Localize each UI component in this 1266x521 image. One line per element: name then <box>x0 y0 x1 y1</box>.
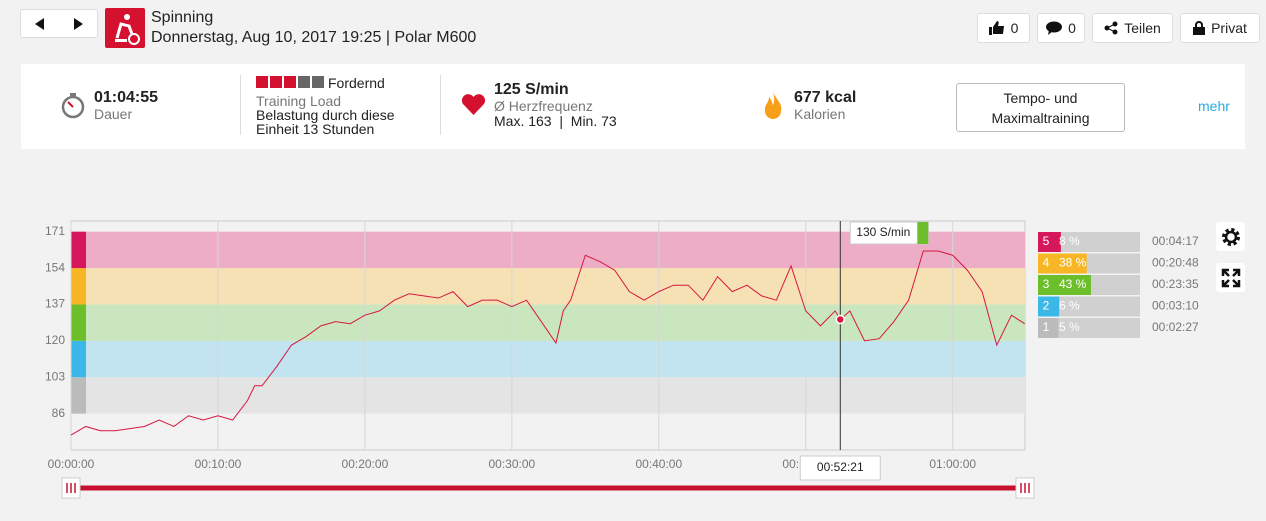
zone-number: 1 <box>1043 320 1050 334</box>
zone-number-box <box>1038 253 1054 274</box>
more-link[interactable]: mehr <box>1198 98 1230 114</box>
zone-percent: 38 % <box>1059 256 1087 270</box>
hr-value: 125 S/min <box>494 81 569 98</box>
share-button[interactable]: Teilen <box>1092 13 1173 43</box>
load-label: Training Load <box>256 93 342 109</box>
y-tick-label: 137 <box>45 297 65 311</box>
session-subtitle: Donnerstag, Aug 10, 2017 19:25 | Polar M… <box>151 29 477 46</box>
calories-value: 677 kcal <box>794 89 857 106</box>
zone-band <box>71 304 1025 341</box>
cursor-time-box <box>799 455 881 481</box>
load-text: Belastung durch diese Einheit 13 Stunden <box>256 107 395 137</box>
zone-bar-bg <box>1038 296 1140 317</box>
x-tick-label: 01:00:00 <box>929 457 976 471</box>
cursor-marker <box>835 314 846 325</box>
expand-button[interactable] <box>1216 263 1245 292</box>
zone-number: 4 <box>1043 256 1050 270</box>
zone-percent: 5 % <box>1059 320 1080 334</box>
zone-time: 00:03:10 <box>1152 299 1199 313</box>
zone-percent: 43 % <box>1059 277 1087 291</box>
zone-bar <box>1054 318 1059 338</box>
zone-band <box>71 340 1025 378</box>
x-tick-label: 00:00:00 <box>48 457 95 471</box>
load-level: Fordernd <box>328 75 385 91</box>
zone-time: 00:02:27 <box>1152 320 1199 334</box>
next-icon[interactable] <box>73 17 83 30</box>
sport-name: Spinning <box>151 9 214 26</box>
privacy-button[interactable]: Privat <box>1180 13 1260 43</box>
hr-line <box>70 250 1025 436</box>
zone-number: 3 <box>1043 277 1050 291</box>
zone-number-box <box>1038 318 1054 338</box>
cursor-zone-swatch <box>917 222 929 244</box>
hr-minmax: Max. 163 | Min. 73 <box>494 113 617 129</box>
x-tick-label: 00:40:00 <box>635 457 682 471</box>
heart-icon <box>461 94 486 115</box>
zone-number-box <box>1038 232 1054 252</box>
nav-buttons[interactable] <box>20 9 98 38</box>
zone-strip <box>71 377 86 414</box>
zone-number-box <box>1038 296 1054 317</box>
y-tick-label: 154 <box>45 260 65 274</box>
y-tick-label: 120 <box>45 333 65 347</box>
hr-label: Ø Herzfrequenz <box>494 98 593 114</box>
stopwatch-icon <box>61 93 85 119</box>
separator <box>440 75 441 135</box>
zone-band <box>71 268 1025 305</box>
duration-value: 01:04:55 <box>94 89 159 106</box>
share-label: Teilen <box>1124 20 1161 36</box>
comment-button[interactable]: 0 <box>1037 13 1085 43</box>
zone-strip <box>71 231 86 269</box>
zone-bar <box>1054 275 1091 295</box>
duration-label: Dauer <box>94 106 133 122</box>
zone-percent: 6 % <box>1059 299 1080 313</box>
zone-time: 00:04:17 <box>1152 234 1199 248</box>
zone-time: 00:20:48 <box>1152 256 1199 270</box>
y-tick-label: 103 <box>45 369 65 383</box>
zone-time: 00:23:35 <box>1152 277 1199 291</box>
zone-number: 5 <box>1043 234 1050 248</box>
zone-bar <box>1054 253 1087 274</box>
privacy-label: Privat <box>1211 20 1247 36</box>
zone-number-box <box>1038 275 1054 295</box>
settings-button[interactable] <box>1216 222 1245 251</box>
like-button[interactable]: 0 <box>977 13 1030 43</box>
cursor-value-label: 130 S/min <box>856 225 910 239</box>
zone-bar <box>1054 232 1061 252</box>
x-tick-label: 00:30:00 <box>488 457 535 471</box>
zone-percent: 8 % <box>1059 234 1080 248</box>
y-tick-label: 86 <box>52 406 66 420</box>
zone-band <box>71 377 1025 414</box>
zone-strip <box>71 268 86 305</box>
x-tick-label: 00:20:00 <box>342 457 389 471</box>
benefit-button[interactable]: Tempo- und Maximaltraining <box>956 83 1125 132</box>
sport-icon <box>105 8 145 48</box>
x-tick-label: 00:10:00 <box>195 457 242 471</box>
load-squares <box>256 76 324 88</box>
zone-strip <box>71 340 86 378</box>
prev-icon[interactable] <box>35 17 45 30</box>
comment-count: 0 <box>1068 20 1076 36</box>
y-tick-label: 171 <box>45 224 65 238</box>
like-count: 0 <box>1010 20 1019 36</box>
separator <box>240 75 241 135</box>
calories-label: Kalorien <box>794 106 846 122</box>
zone-bar-bg <box>1038 232 1140 252</box>
zone-number: 2 <box>1043 299 1050 313</box>
zone-bar-bg <box>1038 318 1140 338</box>
flame-icon <box>764 91 782 119</box>
zone-bar <box>1054 296 1060 317</box>
cursor-time-label: 00:52:21 <box>817 460 864 474</box>
zone-strip <box>71 304 86 341</box>
